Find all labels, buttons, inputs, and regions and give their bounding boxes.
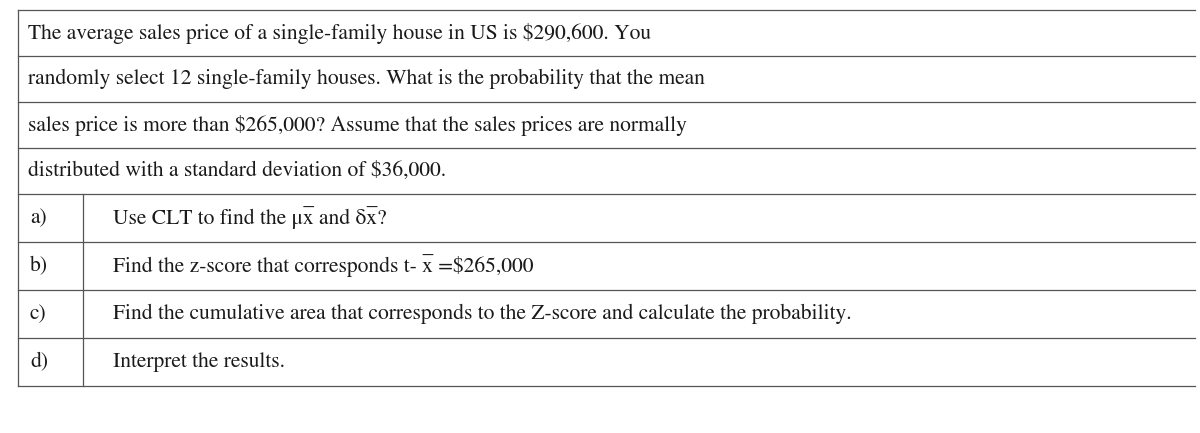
Text: distributed with a standard deviation of $36,000.: distributed with a standard deviation of…: [28, 161, 446, 181]
Text: a): a): [30, 208, 47, 228]
Text: d): d): [30, 352, 48, 372]
Text: Interpret the results.: Interpret the results.: [113, 352, 286, 372]
Text: sales price is more than $265,000? Assume that the sales prices are normally: sales price is more than $265,000? Assum…: [28, 114, 686, 136]
Text: b): b): [30, 256, 48, 276]
Text: randomly select 12 single-family houses. What is the probability that the mean: randomly select 12 single-family houses.…: [28, 69, 704, 89]
Text: The average sales price of a single-family house in US is $290,600. You: The average sales price of a single-fami…: [28, 23, 650, 43]
Text: c): c): [30, 304, 47, 324]
Text: Find the z-score that corresponds t- x̅ =$265,000: Find the z-score that corresponds t- x̅ …: [113, 255, 534, 278]
Text: Find the cumulative area that corresponds to the Z-score and calculate the proba: Find the cumulative area that correspond…: [113, 304, 852, 324]
Text: Use CLT to find the μx̅ and δx̅?: Use CLT to find the μx̅ and δx̅?: [113, 207, 386, 229]
